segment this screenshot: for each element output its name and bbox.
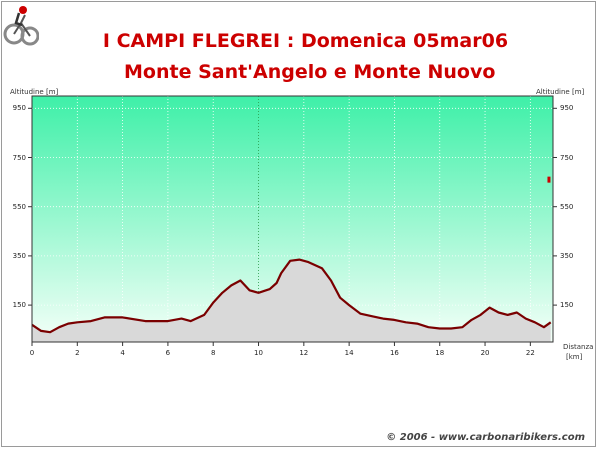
x-axis-label: Distanza bbox=[563, 343, 594, 351]
y-tick-label-left: 750 bbox=[12, 153, 26, 162]
x-tick-label: 8 bbox=[210, 349, 216, 357]
y-tick-label-right: 150 bbox=[560, 301, 574, 310]
y-tick-label-left: 950 bbox=[12, 104, 26, 113]
x-tick-label: 4 bbox=[120, 349, 125, 357]
x-tick-label: 20 bbox=[480, 349, 490, 357]
x-tick-label: 22 bbox=[525, 349, 535, 357]
y-axis-label-left: Altitudine [m] bbox=[10, 88, 59, 96]
copyright-text: © 2006 - www.carbonaribikers.com bbox=[386, 432, 585, 443]
y-tick-label-right: 550 bbox=[560, 202, 574, 211]
y-tick-label-left: 150 bbox=[12, 301, 26, 310]
x-tick-label: 12 bbox=[299, 349, 309, 357]
y-tick-label-right: 950 bbox=[560, 104, 574, 113]
x-tick-label: 6 bbox=[165, 349, 171, 357]
plot-border bbox=[31, 95, 554, 343]
x-tick-label: 14 bbox=[344, 349, 354, 357]
chart-title: I CAMPI FLEGREI : Domenica 05mar06 bbox=[102, 30, 509, 52]
x-tick-label: 2 bbox=[75, 349, 80, 357]
profile-line bbox=[31, 258, 552, 334]
y-tick-label-left: 550 bbox=[12, 202, 26, 211]
position-marker bbox=[547, 176, 551, 183]
y-tick-label-left: 350 bbox=[12, 251, 26, 260]
y-tick-label-right: 350 bbox=[560, 251, 574, 260]
x-tick-label: 0 bbox=[29, 349, 35, 357]
x-tick-label: 18 bbox=[435, 349, 445, 357]
x-axis-unit: [km] bbox=[566, 353, 583, 361]
x-tick-label: 10 bbox=[254, 349, 263, 357]
chart-subtitle: Monte Sant'Angelo e Monte Nuovo bbox=[124, 61, 496, 83]
cyclist-logo bbox=[3, 6, 39, 46]
x-tick-label: 16 bbox=[389, 349, 399, 357]
y-axis-label-right: Altitudine [m] bbox=[536, 88, 585, 96]
y-tick-label-right: 750 bbox=[560, 153, 574, 162]
